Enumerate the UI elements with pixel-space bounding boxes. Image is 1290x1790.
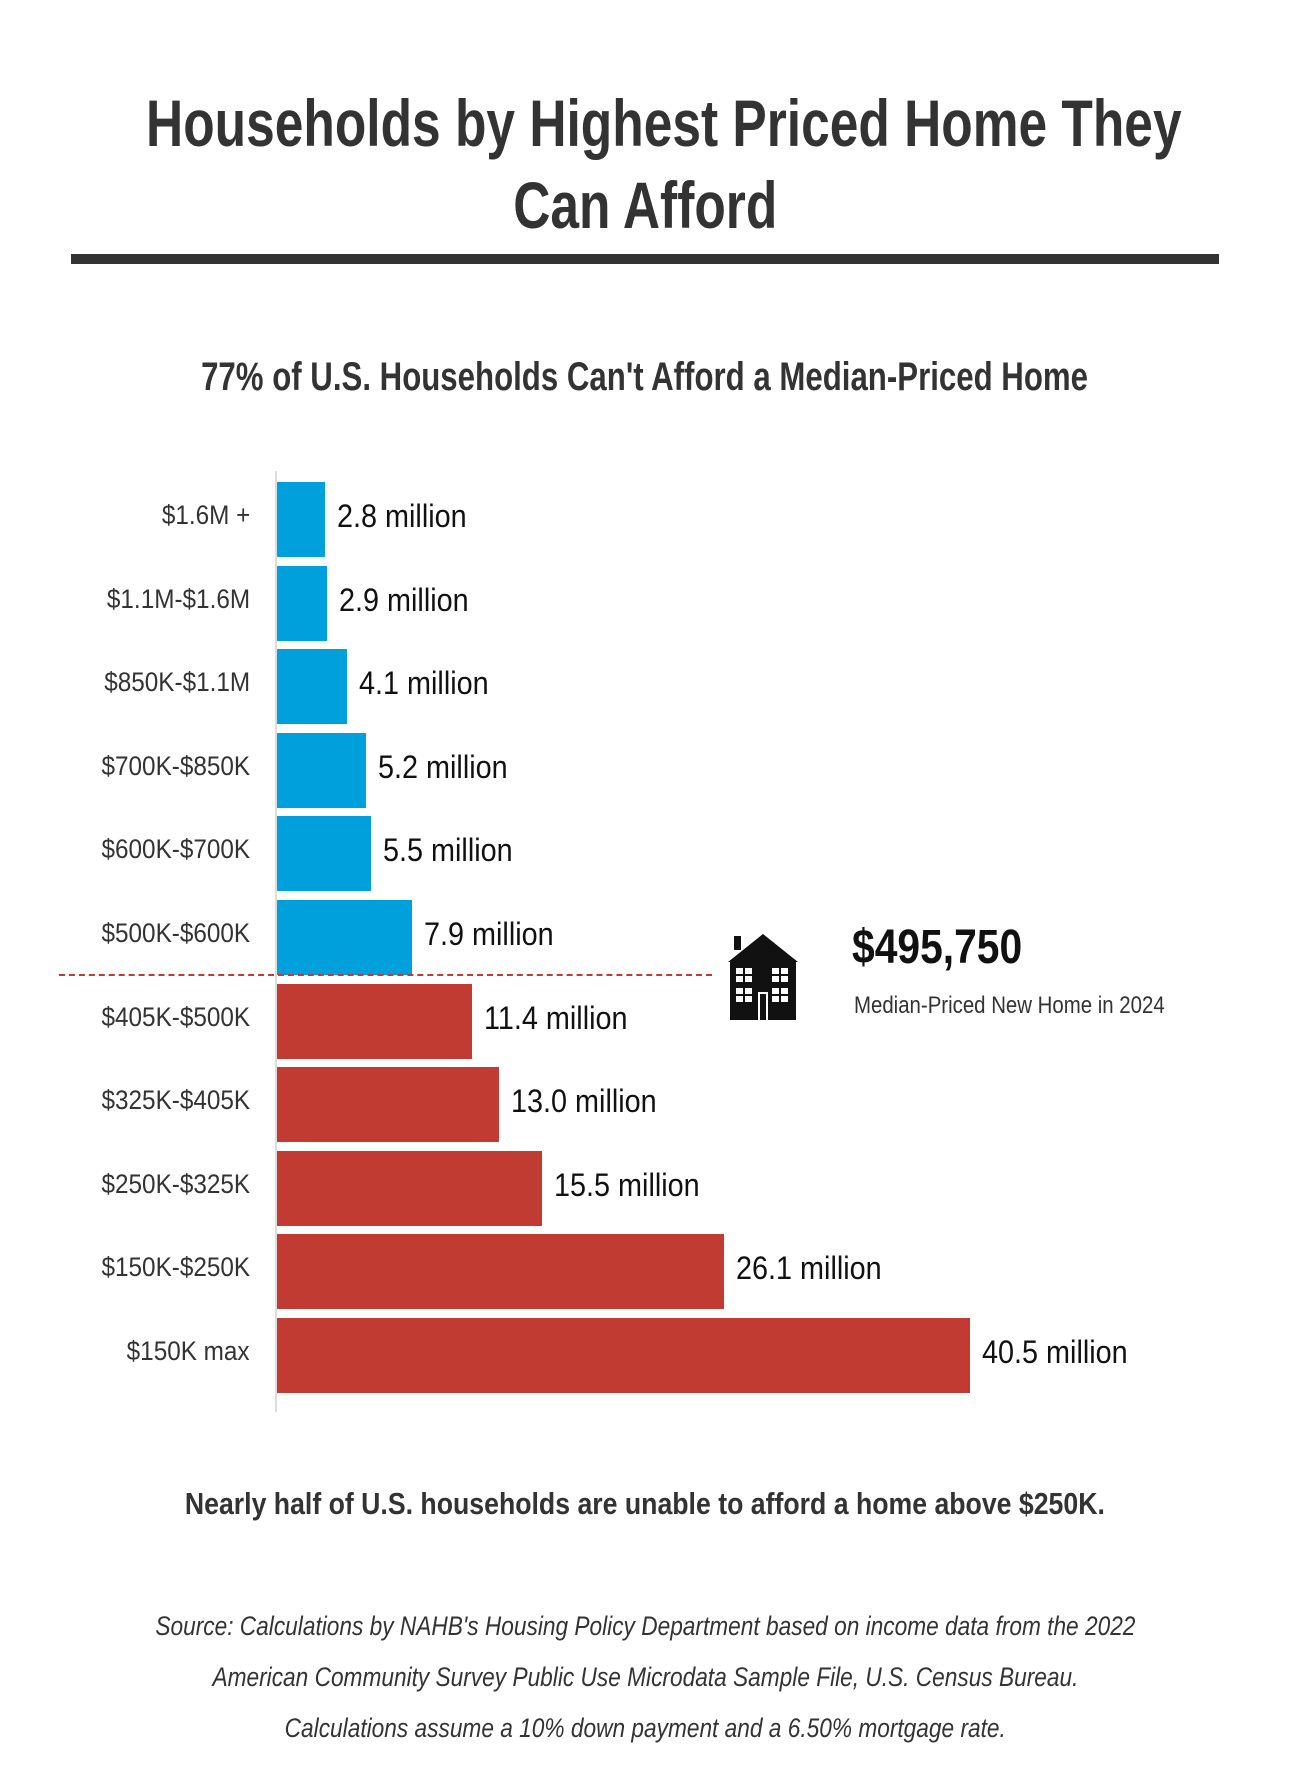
data-label: 4.1 million (359, 665, 503, 702)
category-label: $405K-$500K (85, 1002, 250, 1033)
title-divider (71, 254, 1219, 264)
data-label: 15.5 million (554, 1167, 716, 1204)
source-line-3: Calculations assume a 10% down payment a… (0, 1708, 1290, 1748)
bar (277, 816, 372, 892)
house-icon (728, 934, 798, 1020)
bar (277, 900, 413, 975)
category-label-text: $150K-$250K (101, 1252, 250, 1283)
category-label: $1.6M + (152, 500, 250, 531)
data-label: 5.2 million (378, 749, 522, 786)
data-label: 2.8 million (337, 498, 481, 535)
source-line-1: Source: Calculations by NAHB's Housing P… (0, 1606, 1290, 1646)
category-label: $1.1M-$1.6M (91, 584, 250, 615)
chart-title: Households by Highest Priced Home They C… (0, 82, 1290, 246)
data-label-text: 2.9 million (338, 581, 469, 618)
category-label-text: $325K-$405K (101, 1085, 250, 1116)
category-label-text: $700K-$850K (101, 750, 250, 781)
median-caption-text: Median-Priced New Home in 2024 (854, 992, 1165, 1019)
y-axis-line (275, 471, 277, 1412)
data-label: 26.1 million (736, 1250, 898, 1287)
data-label: 11.4 million (484, 1000, 643, 1037)
source-text-3: Calculations assume a 10% down payment a… (284, 1713, 1006, 1743)
data-label-text: 5.2 million (377, 748, 508, 785)
bar (277, 1150, 543, 1226)
data-label-text: 5.5 million (383, 832, 513, 869)
category-label-text: $250K-$325K (101, 1168, 250, 1199)
source-text-1: Source: Calculations by NAHB's Housing P… (154, 1611, 1136, 1641)
data-label: 2.9 million (339, 582, 483, 619)
note-text: Nearly half of U.S. households are unabl… (184, 1486, 1105, 1521)
source-line-2: American Community Survey Public Use Mic… (0, 1657, 1290, 1697)
category-label: $600K-$700K (85, 834, 250, 865)
bar (277, 1318, 970, 1393)
bar (277, 649, 348, 725)
footnote-highlight: Nearly half of U.S. households are unabl… (0, 1484, 1290, 1524)
bar (277, 565, 327, 641)
bar (277, 983, 473, 1059)
category-label: $500K-$600K (85, 918, 250, 949)
category-label-text: $1.6M + (161, 500, 250, 530)
data-label: 5.5 million (383, 832, 527, 869)
data-label-text: 4.1 million (359, 665, 489, 702)
category-label-text: $500K-$600K (101, 918, 250, 948)
category-label-text: $600K-$700K (101, 834, 250, 865)
median-price-caption: Median-Priced New Home in 2024 (854, 992, 1220, 1020)
bar (277, 1234, 724, 1310)
data-label-text: 11.4 million (484, 999, 628, 1036)
data-label-text: 40.5 million (982, 1334, 1128, 1370)
data-label: 40.5 million (982, 1334, 1144, 1371)
category-label: $150K-$250K (85, 1252, 250, 1283)
bar (277, 1067, 500, 1143)
subtitle-text: 77% of U.S. Households Can't Afford a Me… (201, 355, 1089, 399)
category-label-text: $850K-$1.1M (104, 667, 250, 698)
median-price-line (59, 974, 712, 976)
data-label: 13.0 million (511, 1083, 673, 1120)
source-text-2: American Community Survey Public Use Mic… (212, 1662, 1078, 1692)
category-label: $850K-$1.1M (88, 667, 250, 698)
data-label-text: 2.8 million (336, 498, 467, 534)
bar (277, 482, 325, 557)
data-label-text: 15.5 million (554, 1166, 700, 1203)
data-label-text: 13.0 million (511, 1083, 658, 1120)
category-label-text: $405K-$500K (101, 1001, 250, 1032)
category-label: $150K max (113, 1336, 250, 1367)
category-label: $325K-$405K (85, 1085, 250, 1116)
bar (277, 732, 366, 808)
category-label: $700K-$850K (85, 751, 250, 782)
category-label-text: $150K max (127, 1336, 250, 1366)
title-line-2: Can Afford (512, 168, 778, 242)
chart-subtitle: 77% of U.S. Households Can't Afford a Me… (0, 352, 1290, 402)
median-price-text: $495,750 (852, 921, 1023, 974)
data-label: 7.9 million (424, 916, 568, 953)
median-price-value: $495,750 (852, 920, 1052, 975)
data-label-text: 26.1 million (735, 1250, 882, 1287)
category-label: $250K-$325K (85, 1169, 250, 1200)
category-label-text: $1.1M-$1.6M (106, 583, 250, 614)
data-label-text: 7.9 million (424, 916, 554, 952)
title-line-1: Households by Highest Priced Home They (146, 86, 1182, 160)
